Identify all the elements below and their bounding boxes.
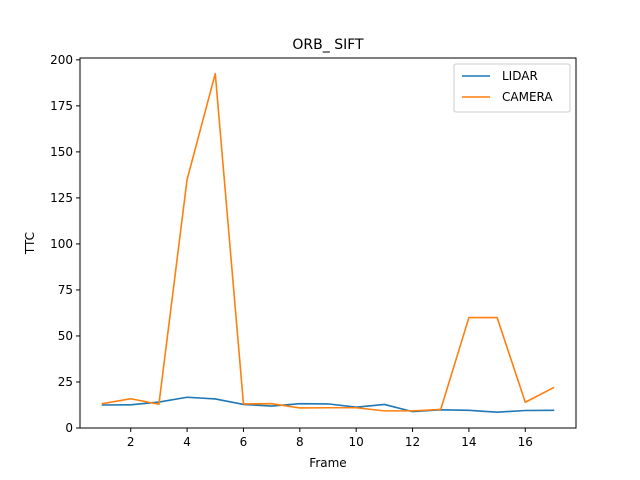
x-tick-label: 10 bbox=[349, 435, 364, 449]
series-line-camera bbox=[101, 72, 555, 412]
x-tick-label: 4 bbox=[183, 435, 191, 449]
x-tick-label: 12 bbox=[405, 435, 420, 449]
x-tick-label: 14 bbox=[461, 435, 476, 449]
y-axis-label: TTC bbox=[23, 232, 37, 255]
plot-frame bbox=[79, 57, 577, 429]
series-line-lidar bbox=[101, 396, 555, 413]
x-tick-label: 8 bbox=[296, 435, 304, 449]
x-tick-label: 6 bbox=[240, 435, 248, 449]
y-tick-label: 150 bbox=[50, 145, 73, 159]
y-tick-label: 25 bbox=[58, 375, 73, 389]
y-tick-label: 125 bbox=[50, 191, 73, 205]
x-tick-label: 2 bbox=[127, 435, 135, 449]
y-axis: 0 25 50 75 100 125 150 175 200 bbox=[50, 53, 80, 435]
y-tick-label: 0 bbox=[65, 421, 73, 435]
legend-label-lidar: LIDAR bbox=[502, 69, 538, 83]
x-tick-label: 16 bbox=[518, 435, 533, 449]
y-tick-label: 100 bbox=[50, 237, 73, 251]
plot-area bbox=[101, 72, 555, 413]
legend: LIDAR CAMERA bbox=[453, 63, 571, 113]
y-tick-label: 200 bbox=[50, 53, 73, 67]
chart-title: ORB_ SIFT bbox=[292, 37, 364, 53]
x-axis: 2 4 6 8 10 12 14 16 bbox=[127, 428, 533, 449]
y-tick-label: 75 bbox=[58, 283, 73, 297]
y-tick-label: 175 bbox=[50, 99, 73, 113]
x-axis-label: Frame bbox=[309, 456, 346, 470]
y-tick-label: 50 bbox=[58, 329, 73, 343]
legend-label-camera: CAMERA bbox=[502, 90, 553, 104]
